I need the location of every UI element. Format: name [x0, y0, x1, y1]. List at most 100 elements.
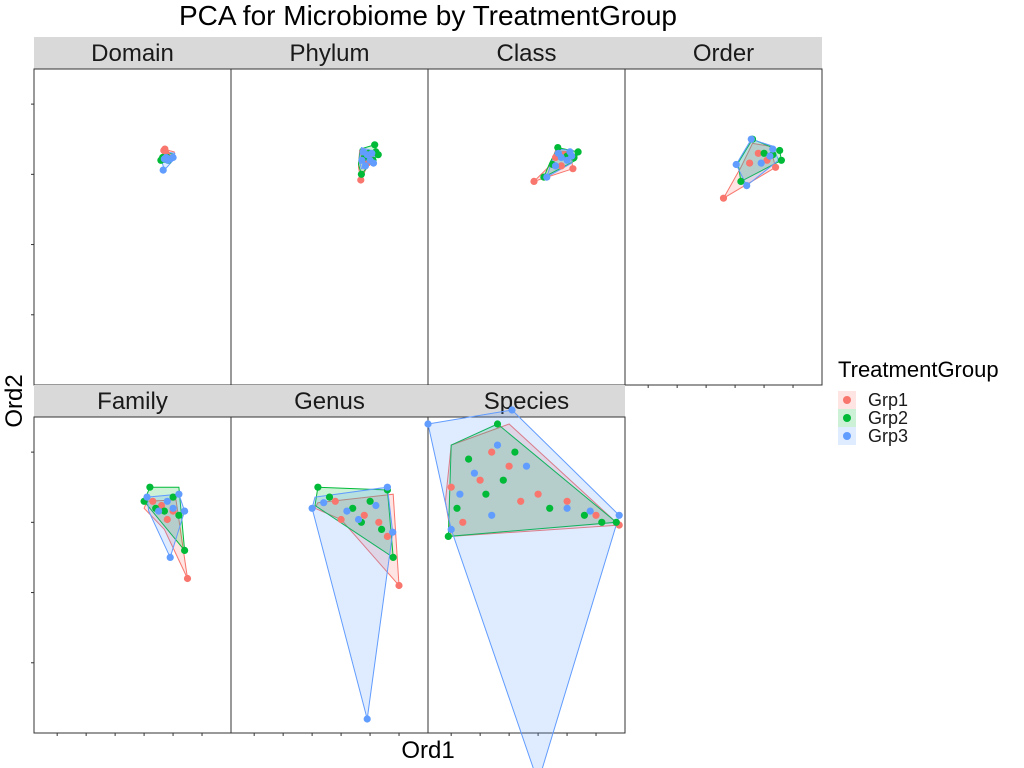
y-axis-title: Ord2	[1, 374, 28, 427]
point-grp3	[732, 160, 740, 169]
point-grp3	[522, 462, 531, 470]
point-grp2	[169, 493, 177, 501]
point-grp3	[747, 135, 755, 143]
point-grp1	[395, 581, 403, 590]
point-grp2	[760, 149, 768, 157]
point-grp3	[563, 156, 571, 164]
point-grp3	[769, 145, 777, 153]
point-grp2	[777, 156, 786, 164]
legend-key-grp1	[843, 396, 851, 404]
point-grp3	[543, 173, 551, 181]
point-grp2	[160, 507, 168, 515]
panel-area	[230, 68, 429, 386]
point-grp3	[470, 469, 478, 477]
panel-family: Family	[31, 385, 232, 736]
point-grp3	[372, 501, 380, 510]
facet-strip	[625, 37, 822, 69]
panel-domain: Domain	[31, 37, 232, 386]
point-grp1	[772, 163, 780, 171]
panel-genus: Genus	[230, 385, 429, 736]
facet-label: Family	[97, 388, 168, 415]
point-grp1	[557, 162, 565, 170]
point-grp2	[737, 177, 745, 185]
point-grp3	[354, 515, 363, 524]
legend-key-grp2	[843, 414, 851, 422]
point-grp3	[169, 504, 177, 512]
point-grp1	[337, 515, 345, 524]
point-grp1	[157, 501, 166, 510]
point-grp3	[163, 497, 171, 505]
point-grp3	[159, 166, 167, 174]
point-grp3	[493, 441, 502, 449]
point-grp2	[357, 170, 365, 178]
point-grp1	[563, 497, 571, 505]
legend-key-grp3	[843, 432, 851, 440]
point-grp2	[612, 518, 620, 526]
point-grp3	[368, 149, 376, 157]
point-grp1	[383, 532, 391, 541]
chart-title: PCA for Microbiome by TreatmentGroup	[179, 0, 677, 31]
facet-strip	[34, 385, 231, 417]
point-grp2	[444, 532, 452, 541]
panel-phylum: Phylum	[230, 37, 429, 386]
point-grp3	[743, 182, 751, 190]
point-grp3	[456, 490, 464, 498]
point-grp2	[511, 448, 519, 456]
facet-label: Domain	[91, 40, 174, 67]
point-grp2	[482, 490, 490, 498]
point-grp2	[175, 511, 183, 519]
facet-panels: Domain Phylum Class Order Family Genus Species	[31, 37, 823, 768]
facet-label: Phylum	[289, 40, 369, 67]
point-grp3	[563, 504, 571, 512]
x-axis-title: Ord1	[401, 737, 454, 764]
legend-label: Grp1	[868, 390, 908, 410]
point-grp3	[175, 490, 183, 498]
hull-grp3	[427, 409, 620, 768]
point-grp3	[343, 507, 351, 515]
point-grp1	[754, 149, 762, 157]
point-grp1	[746, 159, 754, 167]
point-grp1	[360, 511, 368, 519]
point-grp3	[169, 153, 177, 162]
point-grp3	[389, 528, 397, 536]
point-grp3	[369, 159, 378, 167]
point-grp2	[598, 518, 606, 526]
point-grp1	[719, 194, 728, 202]
facet-label: Class	[496, 40, 556, 67]
point-grp3	[155, 507, 163, 515]
point-grp1	[569, 165, 577, 173]
point-grp3	[363, 715, 371, 723]
point-grp2	[499, 476, 507, 484]
facet-strip	[231, 37, 428, 69]
point-grp1	[476, 476, 484, 484]
panel-species: Species	[424, 385, 626, 768]
point-grp2	[580, 511, 589, 519]
point-grp3	[424, 420, 432, 428]
point-grp2	[366, 497, 374, 505]
point-grp1	[505, 462, 513, 470]
point-grp2	[776, 146, 784, 155]
point-grp3	[160, 155, 168, 163]
point-grp3	[551, 162, 560, 170]
point-grp1	[517, 497, 525, 505]
point-grp2	[378, 525, 386, 534]
point-grp1	[183, 574, 192, 583]
point-grp2	[349, 504, 357, 512]
panel-order: Order	[624, 37, 823, 388]
point-grp2	[371, 141, 379, 149]
point-grp3	[358, 156, 366, 164]
point-grp3	[757, 159, 765, 167]
point-grp3	[166, 553, 174, 562]
point-grp1	[149, 497, 157, 505]
hull-grp3	[735, 138, 780, 187]
panel-area	[427, 68, 626, 386]
point-grp3	[383, 483, 391, 491]
facet-strip	[34, 37, 231, 69]
point-grp2	[453, 504, 461, 512]
point-grp3	[615, 511, 623, 519]
point-grp2	[465, 455, 473, 463]
point-grp3	[181, 507, 189, 515]
facet-label: Species	[484, 388, 569, 415]
